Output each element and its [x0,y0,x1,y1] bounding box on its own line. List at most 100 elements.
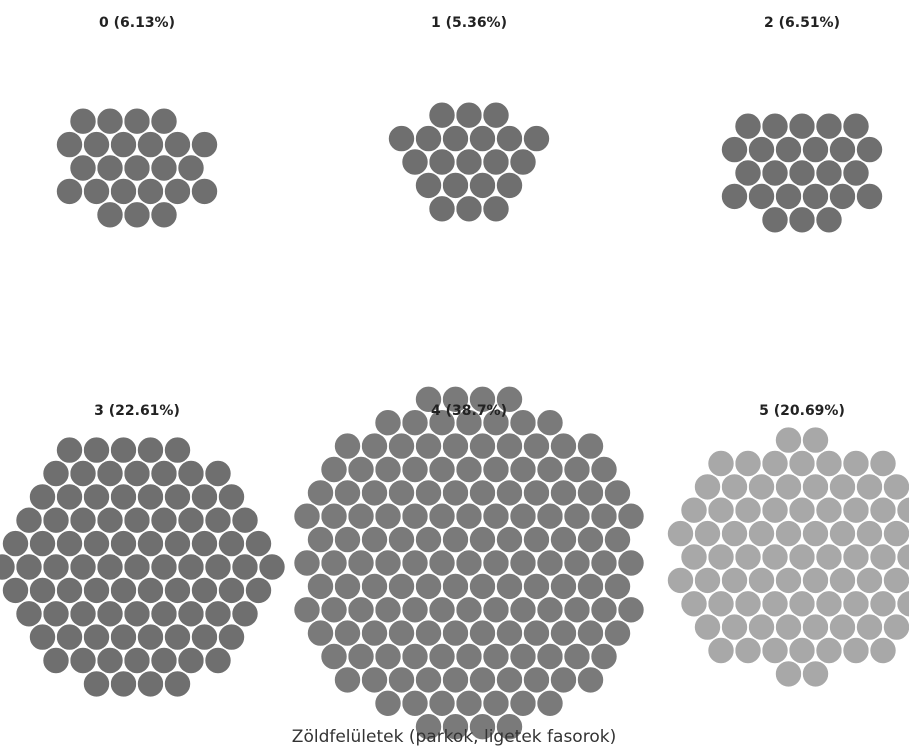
cluster-4-bubble [562,642,592,671]
cluster-4-bubble [481,455,511,484]
cluster-3-bubble [95,552,125,582]
cluster-3-bubble [68,505,98,535]
cluster-0-bubble [95,153,125,183]
cluster-4-bubble [319,595,349,625]
cluster-3-bubble [82,576,111,605]
cluster-4-bubble [562,455,592,484]
cluster-3-bubble [230,599,260,629]
cluster-5-bubble [814,636,844,665]
cluster-4-bubble [481,642,511,671]
cluster-0-bubble [163,130,192,159]
cluster-4-bubble [400,595,430,625]
cluster-title-5: 5 (20.69%) [759,403,845,419]
cluster-5-bubble [841,589,871,619]
cluster-4-bubble [387,478,416,508]
cluster-5-bubble [733,449,763,478]
cluster-2-bubble [733,111,763,141]
cluster-4-bubble [414,525,443,554]
cluster-0-bubble [136,177,165,206]
cluster-4-bubble [495,478,524,508]
cluster-4-bubble [373,642,403,671]
cluster-4-bubble [319,548,349,578]
cluster-3-bubble [163,576,192,605]
cluster-0-bubble [122,153,152,183]
cluster-4-bubble [481,688,511,718]
cluster-4-bubble [468,525,497,554]
cluster-5-bubble [706,542,736,572]
cluster-2-bubble [747,182,776,211]
cluster-5 [666,425,909,689]
cluster-4-bubble [535,548,565,578]
cluster-4-bubble [360,525,389,554]
cluster-4-bubble [414,618,443,648]
cluster-4-bubble [427,501,457,531]
cluster-0-bubble [68,106,98,136]
cluster-1-bubble [508,147,538,177]
cluster-5-bubble [801,472,830,502]
cluster-2-bubble [841,111,871,141]
cluster-4-bubble [414,431,443,461]
cluster-1-bubble [481,194,511,224]
cluster-3-bubble [109,435,138,465]
cluster-4-bubble [441,525,470,554]
cluster-5-bubble [814,589,844,619]
cluster-3-bubble [28,482,57,512]
cluster-5-bubble [828,566,857,595]
cluster-4-bubble [387,572,416,601]
cluster-3-bubble [217,576,246,605]
cluster-5-bubble [760,542,790,572]
cluster-2-bubble [814,158,844,188]
cluster-4-bubble [616,595,646,625]
cluster-5-bubble [679,542,709,572]
cluster-4-bubble [360,431,389,461]
cluster-3-bubble [0,552,17,582]
cluster-4-bubble [508,642,538,671]
cluster-title-4: 4 (38.7%) [431,403,507,419]
cluster-4-bubble [292,501,322,531]
cluster-4-bubble [576,618,605,648]
cluster-4-bubble [427,595,457,625]
cluster-3-bubble [176,459,206,488]
cluster-5-bubble [774,519,803,548]
cluster-4-bubble [522,618,551,648]
cluster-3-bubble [230,505,260,535]
cluster-4-bubble [373,688,403,718]
cluster-2-bubble [855,182,884,211]
cluster-3-bubble [82,669,111,699]
cluster-3-bubble [203,599,233,629]
cluster-4-bubble [427,548,457,578]
cluster-3-bubble [149,552,179,582]
cluster-3-bubble [149,599,179,629]
cluster-4 [292,384,646,742]
cluster-4-bubble [333,572,362,601]
cluster-4-bubble [535,455,565,484]
cluster-4-bubble [427,455,457,484]
cluster-4-bubble [373,408,403,438]
cluster-4-bubble [360,478,389,508]
cluster-4-bubble [603,478,632,508]
cluster-3-bubble [190,576,219,605]
cluster-3-bubble [55,576,84,605]
cluster-3-bubble [122,599,152,629]
cluster-3-bubble [176,599,206,629]
cluster-4-bubble [387,525,416,554]
cluster-4-bubble [400,501,430,531]
cluster-3-bubble [68,599,98,629]
cluster-5-bubble [666,519,695,548]
cluster-4-bubble [522,478,551,508]
cluster-0 [55,106,219,230]
cluster-5-bubble [787,542,817,572]
cluster-5-bubble [760,449,790,478]
cluster-3-bubble [55,529,84,558]
cluster-4-bubble [306,525,335,554]
cluster-4-bubble [346,501,376,531]
cluster-5-bubble [733,589,763,619]
cluster-2-bubble [814,111,844,141]
cluster-4-bubble [522,431,551,461]
cluster-5-bubble [774,659,803,689]
cluster-title-3: 3 (22.61%) [94,403,180,419]
cluster-5-bubble [814,542,844,572]
cluster-4-bubble [454,642,484,671]
cluster-1 [387,100,551,224]
cluster-4-bubble [495,384,524,414]
